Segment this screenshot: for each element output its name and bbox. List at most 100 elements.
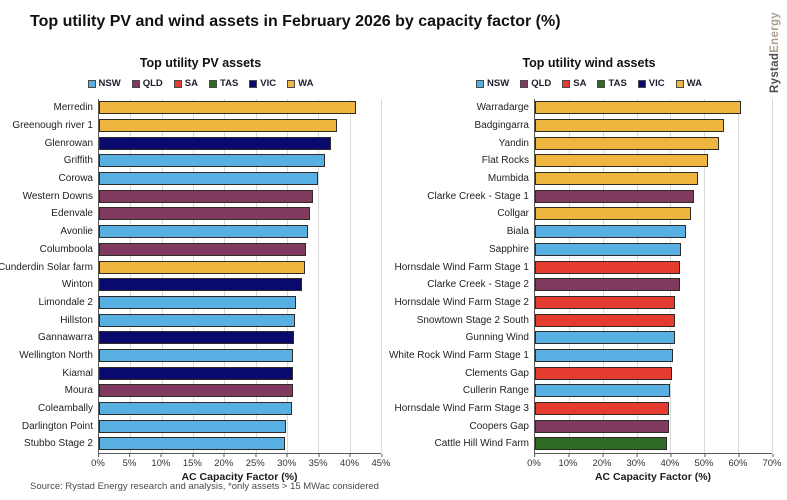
chart-row [99, 400, 381, 418]
chart-row [99, 276, 381, 294]
bar [99, 384, 294, 398]
bar [99, 101, 356, 115]
bar [99, 154, 325, 168]
category-label: Clarke Creek - Stage 2 [427, 279, 529, 291]
chart-row [99, 364, 381, 382]
gridline [772, 99, 773, 453]
category-label: Winton [61, 279, 93, 291]
category-label: Greenough river 1 [12, 120, 93, 132]
category-labels: Warradarge Badgingarra Yandin Flat Rocks Mum… [389, 99, 534, 454]
category-label: Hornsdale Wind Farm Stage 1 [394, 261, 529, 273]
legend-label: TAS [219, 78, 239, 89]
category-label: Cullerin Range [462, 385, 529, 397]
category-label: Edenvale [51, 208, 93, 220]
legend-item: SA [173, 78, 198, 89]
gridline [318, 99, 320, 453]
bar [99, 331, 294, 345]
chart-legend: NSW QLD SA TAS VIC WA [406, 77, 772, 90]
category-label: Cattle Hill Wind Farm [434, 438, 529, 450]
x-tick: 40% [660, 453, 680, 469]
x-tick: 0% [527, 453, 541, 469]
bar [535, 366, 672, 380]
chart-row [99, 382, 381, 400]
source-note: Source: Rystad Energy research and analy… [30, 481, 379, 492]
category-label: Gannawarra [37, 332, 93, 344]
category-label: Darlington Point [21, 420, 93, 432]
category-label: Sapphire [488, 243, 529, 255]
bar [535, 402, 670, 416]
bar [99, 225, 308, 239]
category-label: Columboola [39, 243, 93, 255]
legend-item: NSW [476, 78, 509, 89]
legend-label: SA [184, 78, 198, 89]
x-tick: 40% [340, 453, 360, 469]
category-label: Biala [506, 226, 529, 238]
bar [99, 172, 319, 186]
x-tick: 60% [728, 453, 748, 469]
wind-chart: Top utility wind assets NSW QLD SA TAS VIC WA… [389, 56, 782, 483]
bar [99, 189, 314, 203]
legend-label: QLD [142, 78, 163, 89]
chart-row [535, 152, 772, 170]
x-tick: 70% [762, 453, 782, 469]
legend-item: QLD [520, 78, 551, 89]
bar [535, 437, 667, 451]
gridline [130, 99, 132, 453]
category-label: Warradarge [476, 102, 529, 114]
chart-row [99, 241, 381, 259]
chart-row [99, 435, 381, 453]
legend-label: WA [686, 78, 702, 89]
gridline [381, 99, 382, 453]
plot-wrap: Warradarge Badgingarra Yandin Flat Rocks Mum… [389, 99, 773, 454]
category-label: Collgar [497, 208, 529, 220]
category-label: Hornsdale Wind Farm Stage 3 [394, 403, 529, 415]
chart-row [99, 170, 381, 188]
category-label: Kiamal [62, 367, 93, 379]
bar [99, 119, 337, 133]
chart-row [99, 311, 381, 329]
gridline [255, 99, 257, 453]
bar [535, 331, 675, 345]
sa-legend-swatch [562, 79, 571, 88]
chart-row [99, 205, 381, 223]
category-label: Wellington North [19, 349, 93, 361]
chart-row [99, 347, 381, 365]
bar [535, 278, 680, 292]
category-label: Coopers Gap [469, 420, 529, 432]
chart-row [99, 134, 381, 152]
x-axis: 0% 5% 10% 15% 20% 25% 30% 35% 40% 45% AC Capacity… [91, 453, 391, 483]
chart-row [535, 435, 772, 453]
category-labels: Merredin Greenough river 1 Glenrowan Griffi… [0, 99, 98, 454]
category-label: Glenrowan [44, 137, 93, 149]
bar [535, 172, 698, 186]
bar [99, 419, 286, 433]
category-label: Western Downs [22, 190, 93, 202]
category-label: Griffith [63, 155, 93, 167]
gridline [161, 99, 163, 453]
chart-row [535, 258, 772, 276]
chart-row [535, 294, 772, 312]
chart-title: Top utility wind assets [522, 56, 656, 70]
bar [535, 295, 676, 309]
chart-row [535, 347, 772, 365]
x-tick: 0% [91, 453, 105, 469]
vic-legend-swatch [637, 79, 646, 88]
x-axis-ticks: 0% 5% 10% 15% 20% 25% 30% 35% 40% 45% [91, 453, 391, 470]
wa-legend-swatch [287, 79, 296, 88]
chart-row [99, 152, 381, 170]
category-label: Clarke Creek - Stage 1 [427, 190, 529, 202]
legend-label: TAS [608, 78, 627, 89]
category-label: Avonlie [60, 226, 93, 238]
bar [535, 313, 675, 327]
x-tick: 15% [182, 453, 202, 469]
chart-row [99, 117, 381, 135]
legend-label: QLD [531, 78, 552, 89]
chart-row [535, 311, 772, 329]
bar [535, 260, 680, 274]
category-label: Flat Rocks [481, 155, 529, 167]
legend-item: VIC [637, 78, 665, 89]
tas-legend-swatch [208, 79, 217, 88]
x-tick: 25% [245, 453, 265, 469]
gridline [349, 99, 351, 453]
bar [99, 207, 311, 221]
